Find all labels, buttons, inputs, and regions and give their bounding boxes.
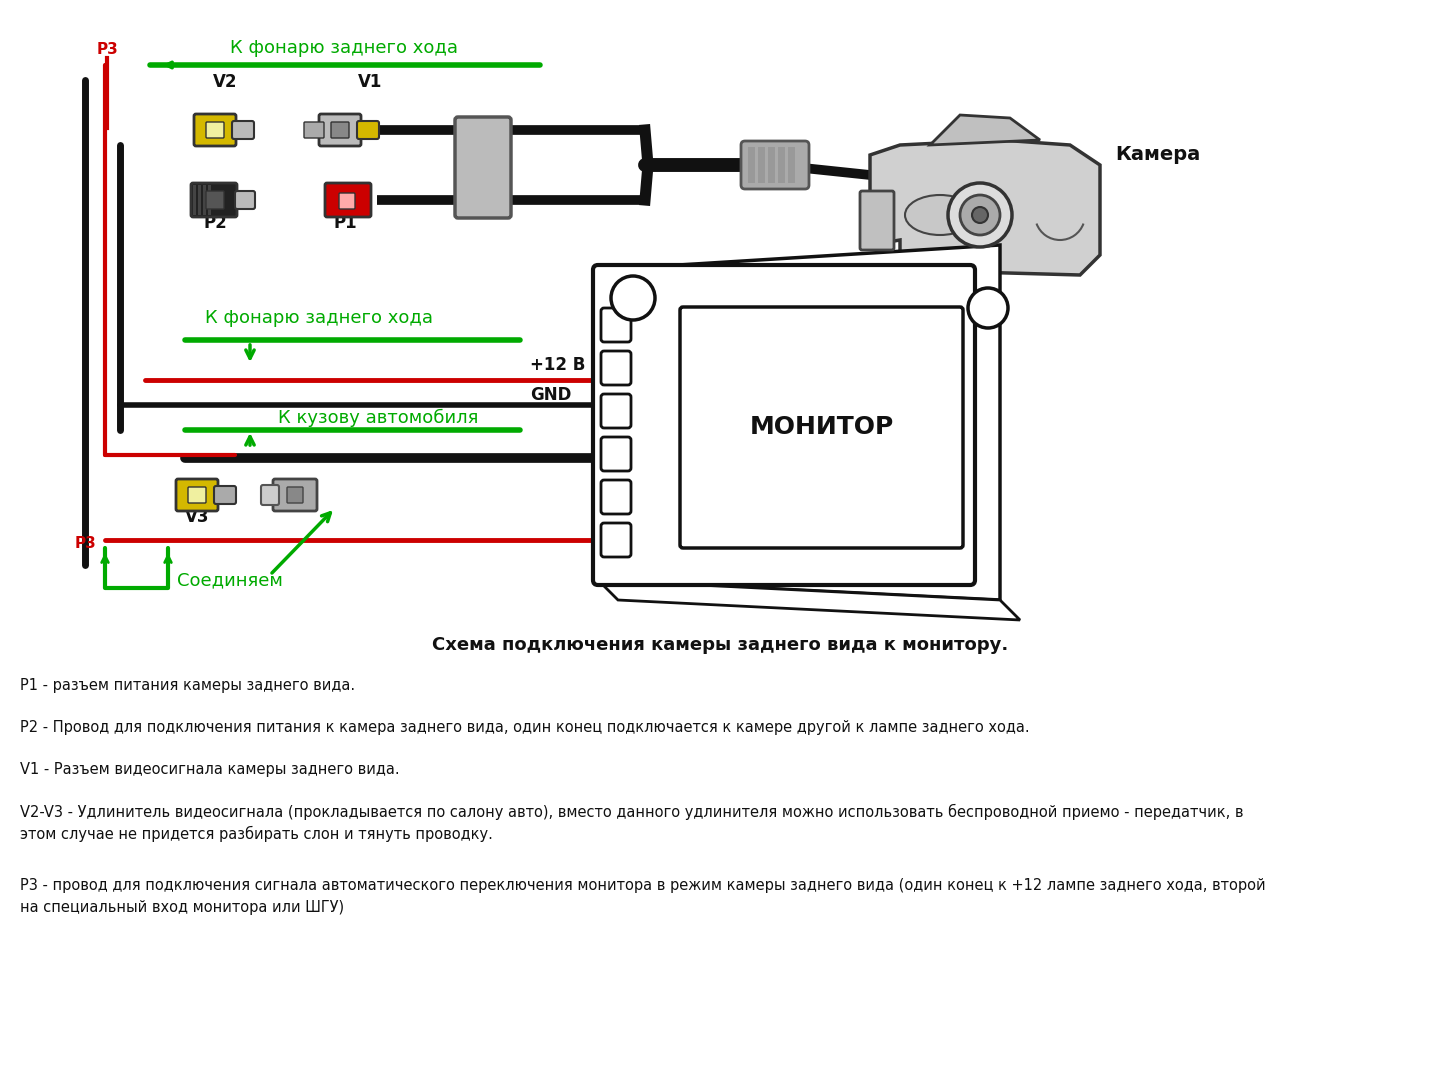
Text: К фонарю заднего хода: К фонарю заднего хода xyxy=(204,309,433,327)
Ellipse shape xyxy=(904,195,975,235)
FancyBboxPatch shape xyxy=(600,394,631,428)
Bar xyxy=(203,185,206,215)
Bar xyxy=(193,185,196,215)
FancyBboxPatch shape xyxy=(600,437,631,471)
Text: +12 В: +12 В xyxy=(530,356,586,374)
Text: Схема подключения камеры заднего вида к монитору.: Схема подключения камеры заднего вида к … xyxy=(432,636,1008,654)
Bar xyxy=(207,185,212,215)
FancyBboxPatch shape xyxy=(189,487,206,503)
FancyBboxPatch shape xyxy=(357,121,379,139)
FancyBboxPatch shape xyxy=(680,307,963,548)
Bar xyxy=(778,147,785,183)
Polygon shape xyxy=(870,140,1100,276)
FancyBboxPatch shape xyxy=(235,191,255,209)
FancyBboxPatch shape xyxy=(593,265,975,585)
Text: P1 - разъем питания камеры заднего вида.: P1 - разъем питания камеры заднего вида. xyxy=(20,678,356,693)
FancyBboxPatch shape xyxy=(274,479,317,511)
FancyBboxPatch shape xyxy=(455,117,511,218)
FancyBboxPatch shape xyxy=(320,114,361,146)
FancyBboxPatch shape xyxy=(338,193,356,209)
FancyBboxPatch shape xyxy=(194,114,236,146)
FancyBboxPatch shape xyxy=(600,480,631,513)
Text: V3: V3 xyxy=(184,508,209,526)
Bar xyxy=(199,185,202,215)
Polygon shape xyxy=(598,245,999,600)
Text: Соединяем: Соединяем xyxy=(177,571,282,589)
Text: P2: P2 xyxy=(203,214,228,232)
Text: P3: P3 xyxy=(96,43,118,58)
Circle shape xyxy=(968,288,1008,328)
Text: К фонарю заднего хода: К фонарю заднего хода xyxy=(230,39,458,57)
FancyBboxPatch shape xyxy=(860,191,894,250)
Text: К кузову автомобиля: К кузову автомобиля xyxy=(278,408,478,427)
FancyBboxPatch shape xyxy=(325,183,372,217)
Circle shape xyxy=(960,195,999,235)
Text: Камера: Камера xyxy=(1115,146,1201,164)
FancyBboxPatch shape xyxy=(287,487,302,503)
Text: P3 - провод для подключения сигнала автоматического переключения монитора в режи: P3 - провод для подключения сигнала авто… xyxy=(20,878,1266,893)
Bar xyxy=(768,147,775,183)
FancyBboxPatch shape xyxy=(331,122,348,138)
Text: P3: P3 xyxy=(75,536,96,551)
FancyBboxPatch shape xyxy=(192,183,238,217)
FancyBboxPatch shape xyxy=(261,485,279,505)
Text: P2 - Провод для подключения питания к камера заднего вида, один конец подключает: P2 - Провод для подключения питания к ка… xyxy=(20,720,1030,735)
Text: V1: V1 xyxy=(357,73,382,91)
Text: МОНИТОР: МОНИТОР xyxy=(749,416,894,440)
Polygon shape xyxy=(598,580,1020,620)
Text: V2-V3 - Удлинитель видеосигнала (прокладывается по салону авто), вместо данного : V2-V3 - Удлинитель видеосигнала (проклад… xyxy=(20,804,1244,820)
Text: этом случае не придется разбирать слон и тянуть проводку.: этом случае не придется разбирать слон и… xyxy=(20,827,492,843)
Text: P1: P1 xyxy=(333,214,357,232)
Bar xyxy=(757,147,765,183)
FancyBboxPatch shape xyxy=(742,142,809,189)
FancyBboxPatch shape xyxy=(600,308,631,342)
FancyBboxPatch shape xyxy=(600,351,631,385)
Circle shape xyxy=(611,276,655,321)
Circle shape xyxy=(972,207,988,223)
FancyBboxPatch shape xyxy=(176,479,217,511)
Text: GND: GND xyxy=(530,386,572,404)
Bar xyxy=(747,147,755,183)
Bar xyxy=(788,147,795,183)
FancyBboxPatch shape xyxy=(600,523,631,557)
Circle shape xyxy=(948,183,1012,247)
FancyBboxPatch shape xyxy=(215,486,236,504)
FancyBboxPatch shape xyxy=(206,122,225,138)
FancyBboxPatch shape xyxy=(304,122,324,138)
Polygon shape xyxy=(930,115,1040,145)
FancyBboxPatch shape xyxy=(206,191,225,209)
Text: V2: V2 xyxy=(213,73,238,91)
Text: V1 - Разъем видеосигнала камеры заднего вида.: V1 - Разъем видеосигнала камеры заднего … xyxy=(20,762,400,777)
Text: на специальный вход монитора или ШГУ): на специальный вход монитора или ШГУ) xyxy=(20,900,344,915)
FancyBboxPatch shape xyxy=(232,121,253,139)
